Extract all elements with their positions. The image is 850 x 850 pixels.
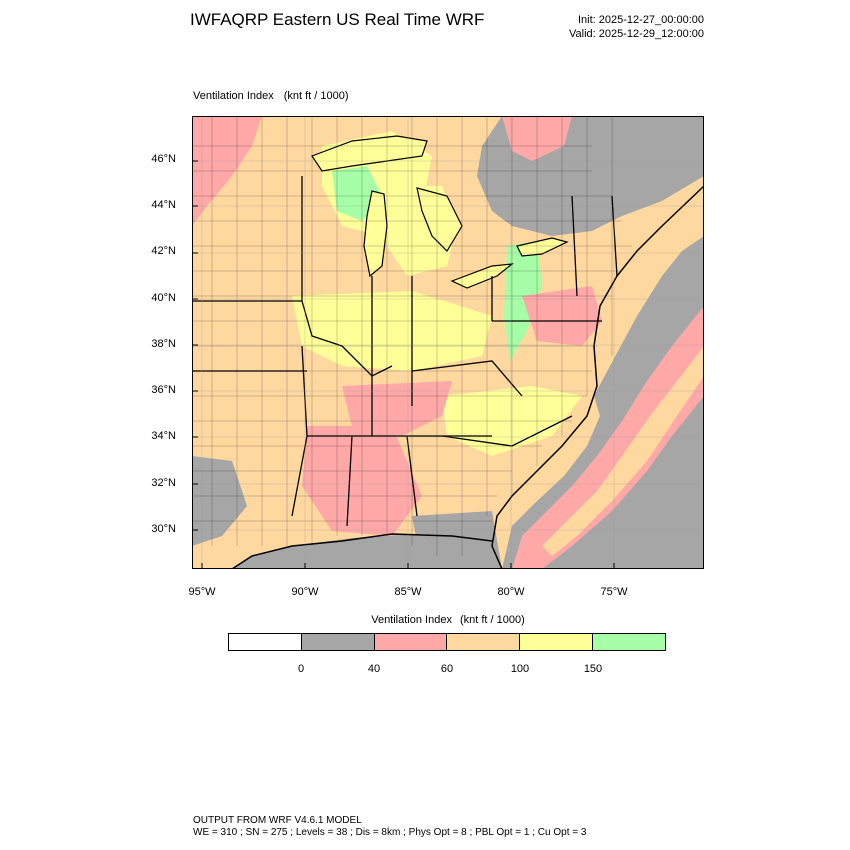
legend-swatch-5 <box>593 634 665 650</box>
ohio-valley-yellow <box>292 291 492 371</box>
lon-label-85: 85°W <box>394 586 422 598</box>
texas-gray <box>192 456 247 546</box>
legend-units: (knt ft / 1000) <box>459 614 525 626</box>
offshore-pink-band <box>512 306 704 569</box>
map-panel <box>192 116 704 569</box>
lon-label-75: 75°W <box>600 586 628 598</box>
lat-label-46: 46°N <box>151 153 176 165</box>
southeast-coast-gray <box>412 511 502 569</box>
graticule <box>192 116 704 569</box>
lake-superior <box>311 135 428 172</box>
lat-label-30: 30°N <box>151 523 176 535</box>
legend-tick-40: 40 <box>367 663 381 675</box>
coastline <box>231 185 704 569</box>
footer-line-2: WE = 310 ; SN = 275 ; Levels = 38 ; Dis … <box>193 827 587 838</box>
lon-label-95: 95°W <box>188 586 216 598</box>
model-footer: OUTPUT FROM WRF V4.6.1 MODEL WE = 310 ; … <box>193 815 586 839</box>
time-info: Init: 2025-12-27_00:00:00 Valid: 2025-12… <box>520 13 704 41</box>
tennessee-pink <box>342 381 452 436</box>
legend-title: Ventilation Index (knt ft / 1000) <box>192 614 704 626</box>
offshore-orange-band <box>542 346 704 556</box>
county-grid <box>192 116 632 556</box>
footer-line-1: OUTPUT FROM WRF V4.6.1 MODEL <box>193 815 362 826</box>
legend-swatch-4 <box>520 634 594 650</box>
lat-label-34: 34°N <box>151 430 176 442</box>
lon-label-90: 90°W <box>291 586 319 598</box>
legend-variable: Ventilation Index <box>371 614 452 626</box>
lat-label-32: 32°N <box>151 477 176 489</box>
lat-label-36: 36°N <box>151 384 176 396</box>
legend-color-bar <box>228 633 666 651</box>
legend-swatch-3 <box>447 634 521 650</box>
map-variable: Ventilation Index <box>193 90 274 102</box>
init-time: Init: 2025-12-27_00:00:00 <box>578 14 704 26</box>
lake-ontario <box>516 237 569 257</box>
main-title: IWFAQRP Eastern US Real Time WRF <box>190 10 485 29</box>
map-units: (knt ft / 1000) <box>283 90 349 102</box>
legend-tick-60: 60 <box>440 663 454 675</box>
lat-label-38: 38°N <box>151 338 176 350</box>
legend-tick-150: 150 <box>583 663 603 675</box>
axis-ticks <box>192 160 615 569</box>
valid-time: Valid: 2025-12-29_12:00:00 <box>569 28 704 40</box>
legend-swatch-1 <box>301 634 375 650</box>
lat-label-40: 40°N <box>151 292 176 304</box>
lon-label-80: 80°W <box>497 586 525 598</box>
lat-label-44: 44°N <box>151 199 176 211</box>
state-boundaries <box>192 176 618 527</box>
legend-tick-100: 100 <box>510 663 530 675</box>
legend-tick-0: 0 <box>297 663 305 675</box>
legend-swatch-2 <box>374 634 448 650</box>
legend-swatch-0 <box>229 634 302 650</box>
lat-label-42: 42°N <box>151 245 176 257</box>
map-title: Ventilation Index (knt ft / 1000) <box>193 90 349 102</box>
map-frame <box>192 116 704 569</box>
lake-erie <box>450 263 514 289</box>
